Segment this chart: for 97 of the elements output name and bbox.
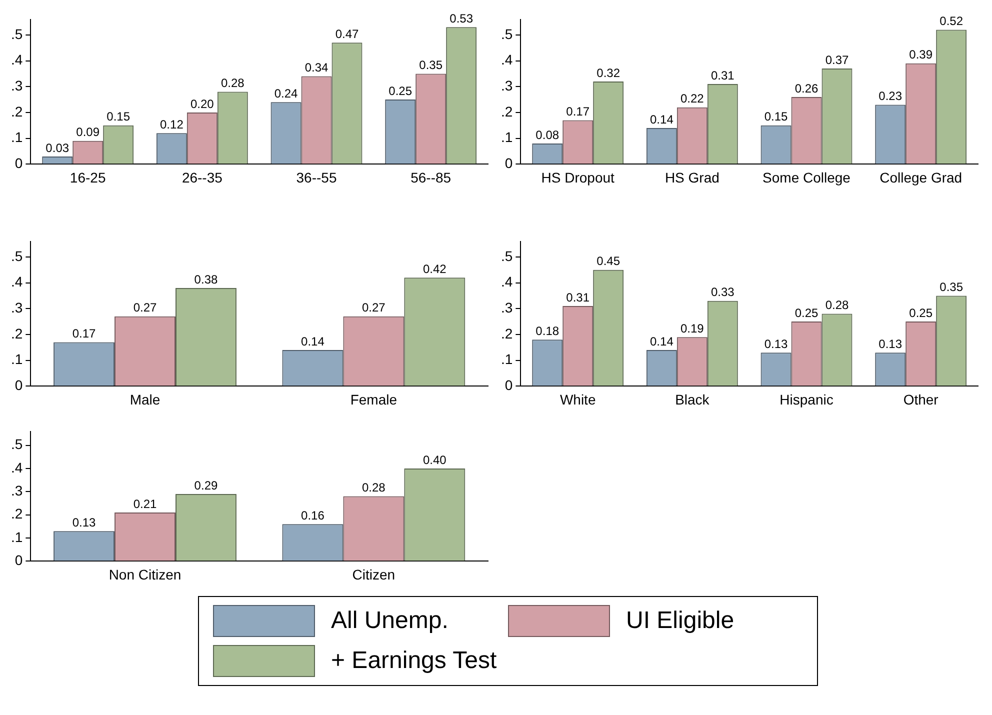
- y-tick-label: .1: [500, 351, 513, 368]
- data-label: 0.31: [710, 68, 735, 82]
- data-label: 0.28: [825, 298, 849, 312]
- x-tick-label: 56--85: [410, 169, 452, 186]
- data-label: 0.25: [909, 306, 933, 320]
- data-label: 0.12: [160, 117, 184, 132]
- x-tick-label: HS Dropout: [541, 169, 615, 186]
- data-label: 0.14: [650, 112, 674, 126]
- data-label: 0.18: [536, 324, 560, 338]
- y-tick-label: .1: [500, 129, 513, 146]
- y-tick-label: .2: [10, 103, 23, 120]
- y-tick-label: 0: [504, 377, 513, 394]
- data-label: 0.15: [764, 110, 788, 124]
- y-tick-label: .4: [10, 274, 23, 290]
- data-label: 0.16: [301, 508, 325, 522]
- data-label: 0.13: [72, 515, 96, 530]
- x-tick-label: White: [560, 391, 596, 408]
- y-tick-label: .2: [10, 506, 23, 522]
- data-label: 0.29: [194, 478, 218, 492]
- data-label: 0.13: [878, 336, 902, 351]
- data-label: 0.26: [794, 81, 819, 96]
- data-label: 0.39: [909, 48, 933, 62]
- y-tick-label: .2: [10, 325, 23, 342]
- data-label: 0.32: [596, 66, 620, 80]
- y-tick-label: 0: [14, 552, 23, 568]
- data-label: 0.14: [650, 334, 674, 348]
- y-tick-label: .4: [10, 459, 23, 476]
- data-label: 0.19: [680, 321, 704, 336]
- data-label: 0.27: [362, 300, 386, 315]
- data-label: 0.31: [566, 290, 590, 304]
- data-label: 0.08: [536, 128, 560, 142]
- data-label: 0.40: [422, 452, 447, 467]
- legend-label: + Earnings Test: [331, 647, 497, 675]
- y-tick-label: .3: [10, 77, 23, 94]
- y-tick-label: .5: [10, 436, 23, 452]
- x-tick-label: Citizen: [352, 566, 396, 582]
- x-tick-label: Male: [130, 391, 160, 408]
- y-tick-label: 0: [504, 155, 513, 172]
- data-label: 0.09: [76, 125, 100, 140]
- data-label: 0.17: [566, 104, 590, 119]
- y-tick-label: .5: [500, 26, 513, 42]
- data-label: 0.28: [220, 76, 245, 90]
- x-tick-label: Other: [903, 391, 939, 408]
- x-tick-label: 26--35: [182, 169, 223, 186]
- x-tick-label: Black: [675, 391, 710, 408]
- x-tick-label: 36--55: [296, 169, 337, 186]
- data-label: 0.14: [301, 334, 325, 348]
- data-label: 0.35: [419, 58, 443, 72]
- y-tick-label: .5: [500, 248, 513, 264]
- legend-label: UI Eligible: [626, 607, 734, 635]
- data-label: 0.45: [596, 254, 620, 268]
- data-label: 0.20: [190, 96, 214, 111]
- data-label: 0.47: [335, 26, 359, 41]
- y-tick-label: .2: [500, 325, 513, 342]
- x-tick-label: Hispanic: [780, 391, 834, 408]
- data-label: 0.21: [133, 496, 158, 511]
- data-label: 0.33: [710, 285, 735, 300]
- data-label: 0.37: [825, 52, 849, 67]
- x-tick-label: 16-25: [70, 169, 106, 186]
- y-tick-label: .3: [10, 482, 23, 499]
- x-tick-label: College Grad: [880, 169, 962, 186]
- data-label: 0.13: [764, 336, 788, 351]
- data-label: 0.25: [388, 84, 412, 98]
- y-tick-label: .1: [10, 129, 23, 146]
- data-label: 0.53: [450, 11, 474, 26]
- y-tick-label: .4: [500, 52, 513, 68]
- y-tick-label: .5: [10, 26, 23, 42]
- data-label: 0.38: [194, 272, 218, 286]
- y-tick-label: .4: [500, 274, 513, 290]
- legend-label: All Unemp.: [331, 607, 448, 635]
- y-tick-label: .3: [10, 299, 23, 316]
- data-label: 0.25: [794, 306, 819, 320]
- y-tick-label: .4: [10, 52, 23, 68]
- data-label: 0.23: [878, 89, 902, 104]
- x-tick-label: Non Citizen: [108, 566, 182, 582]
- data-label: 0.17: [72, 326, 96, 341]
- x-tick-label: Some College: [762, 169, 851, 186]
- y-tick-label: 0: [14, 377, 23, 394]
- y-tick-label: .3: [500, 299, 513, 316]
- data-label: 0.24: [274, 86, 298, 100]
- x-tick-label: HS Grad: [664, 169, 720, 186]
- data-label: 0.15: [106, 110, 130, 124]
- x-tick-label: Female: [350, 391, 398, 408]
- data-label: 0.22: [680, 92, 704, 106]
- data-label: 0.34: [304, 60, 329, 75]
- data-label: 0.42: [422, 262, 447, 276]
- data-label: 0.03: [46, 140, 70, 155]
- data-label: 0.35: [940, 280, 964, 294]
- data-label: 0.28: [362, 480, 386, 495]
- y-tick-label: 0: [14, 155, 23, 172]
- data-label: 0.27: [133, 300, 158, 315]
- y-tick-label: .2: [500, 103, 513, 120]
- y-tick-label: .3: [500, 77, 513, 94]
- y-tick-label: .1: [10, 351, 23, 368]
- y-tick-label: .5: [10, 248, 23, 264]
- y-tick-label: .1: [10, 528, 23, 545]
- data-label: 0.52: [940, 14, 964, 28]
